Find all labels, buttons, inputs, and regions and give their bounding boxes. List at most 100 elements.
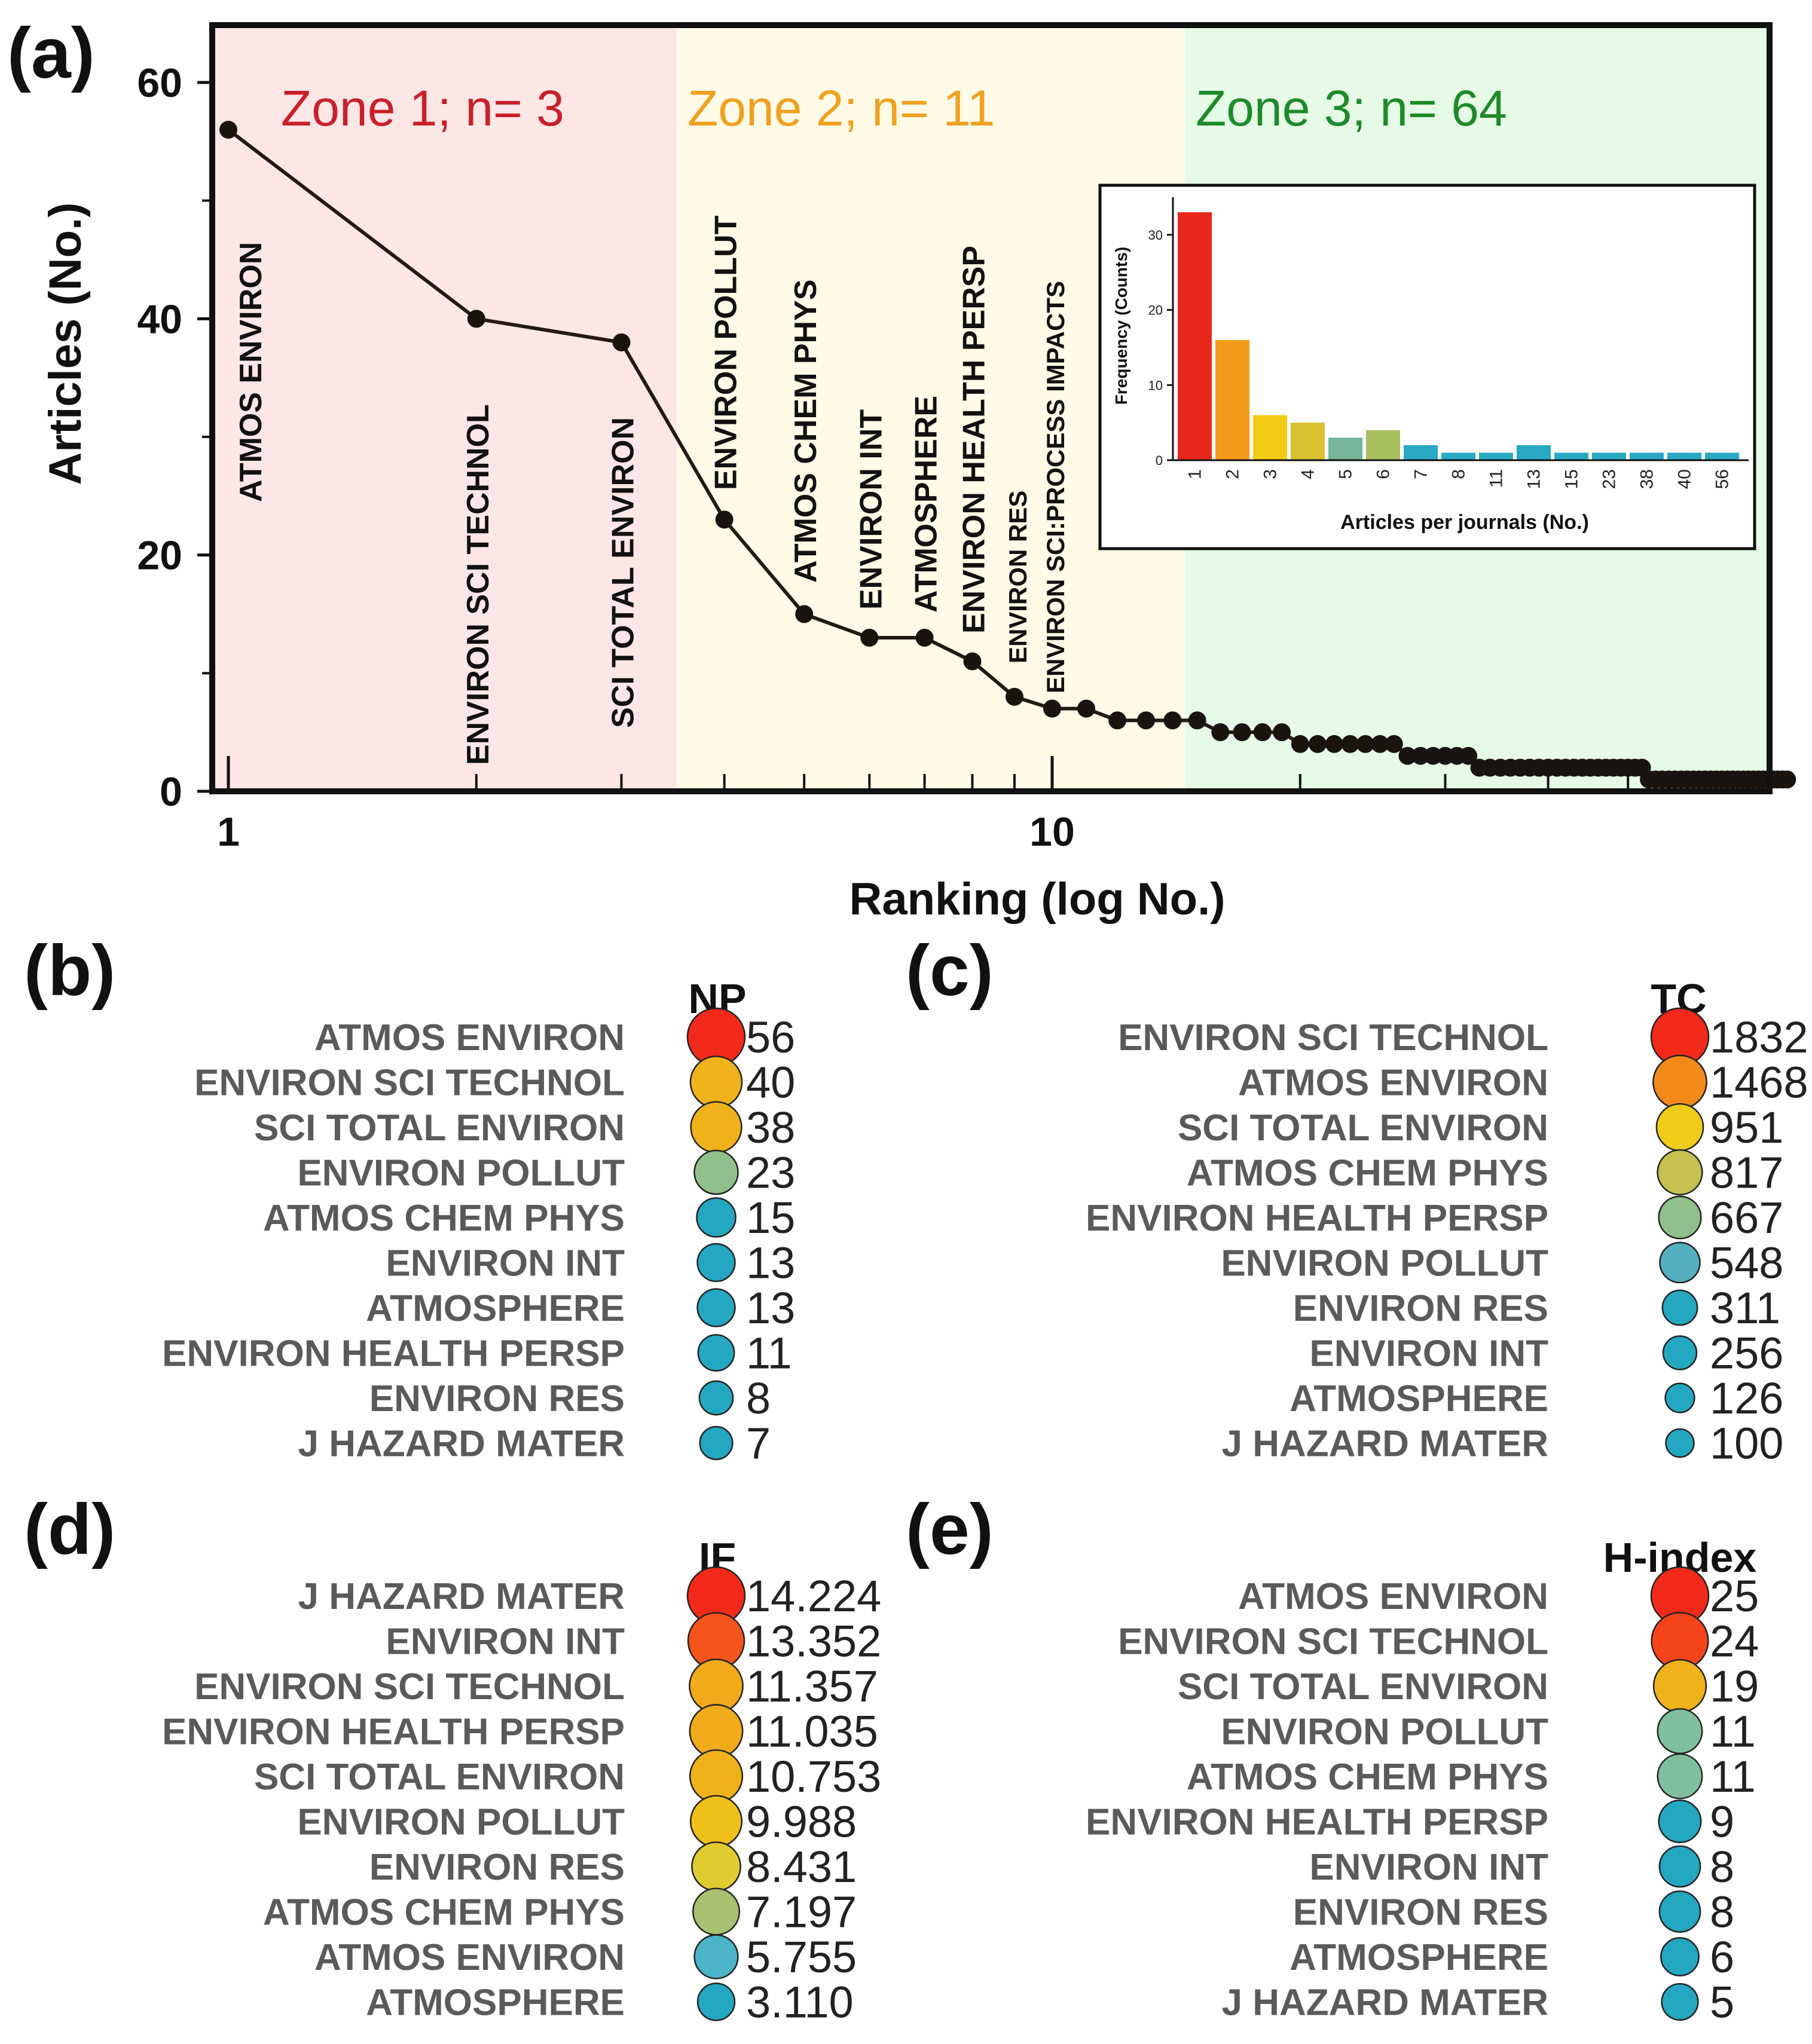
metric-value: 126 [1710, 1373, 1783, 1423]
metric-bubble [1662, 1335, 1698, 1370]
metric-value: 11 [746, 1329, 792, 1378]
inset-x-title: Articles per journals (No.) [1340, 511, 1589, 534]
annotation-5: ATMOS CHEM PHYS [789, 279, 823, 583]
metric-value: 5 [1710, 1978, 1734, 2027]
journal-label: ENVIRON POLLUT [297, 1802, 625, 1843]
data-point [1077, 699, 1096, 718]
metric-value: 817 [1710, 1148, 1783, 1198]
metric-value: 7 [746, 1419, 771, 1468]
x-axis-title: Ranking (log No.) [849, 874, 1225, 925]
journal-label: ATMOSPHERE [1290, 1378, 1548, 1419]
y-axis-title: Articles (No.) [40, 203, 91, 485]
metric-value: 24 [1710, 1617, 1759, 1666]
journal-label: ATMOSPHERE [1290, 1937, 1548, 1978]
inset-bar-15 [1554, 452, 1588, 460]
metric-value: 1468 [1710, 1058, 1808, 1107]
data-point [1233, 723, 1251, 742]
metric-value: 8 [1710, 1887, 1734, 1937]
journal-label: J HAZARD MATER [1222, 1424, 1549, 1465]
metric-bubble [699, 1425, 734, 1461]
metric-value: 7.197 [746, 1887, 857, 1937]
metric-value: 14.224 [746, 1571, 881, 1621]
journal-label: ENVIRON POLLUT [1221, 1243, 1548, 1284]
metric-value: 9 [1710, 1797, 1734, 1847]
data-point [1411, 746, 1430, 765]
metric-bubble [697, 1334, 735, 1372]
journal-label: SCI TOTAL ENVIRON [1178, 1666, 1548, 1708]
metric-bubble [690, 1101, 742, 1153]
metric-bubble [698, 1380, 734, 1416]
data-point [1188, 711, 1206, 730]
journal-label: ENVIRON RES [369, 1378, 625, 1419]
inset-bar-3 [1253, 415, 1287, 460]
metric-bubble [1655, 1103, 1704, 1152]
inset-y-tick-label: 10 [1148, 378, 1163, 393]
metric-value: 40 [746, 1058, 795, 1107]
metric-value: 9.988 [746, 1797, 857, 1847]
metric-value: 11.035 [746, 1707, 878, 1757]
inset-bar-13 [1517, 445, 1551, 460]
zone-1-label: Zone 1; n= 3 [281, 80, 564, 136]
data-point [1108, 711, 1127, 730]
zone-2-label: Zone 2; n= 11 [687, 80, 995, 136]
inset-x-tick-label: 11 [1487, 469, 1507, 488]
journal-label: ENVIRON INT [1309, 1847, 1548, 1888]
inset-x-tick-label: 4 [1298, 469, 1318, 479]
metric-value: 13 [746, 1238, 795, 1288]
data-point [1043, 699, 1061, 718]
journal-label: ATMOS ENVIRON [314, 1937, 625, 1978]
journal-label: ENVIRON HEALTH PERSP [1086, 1198, 1548, 1239]
journal-label: J HAZARD MATER [298, 1576, 625, 1617]
journal-label: ENVIRON INT [1309, 1333, 1548, 1375]
inset-y-tick-label: 0 [1156, 453, 1163, 468]
inset-x-tick-label: 56 [1713, 469, 1732, 489]
metric-value: 38 [746, 1103, 795, 1152]
data-point [1291, 735, 1309, 753]
metric-value: 8 [1710, 1842, 1734, 1892]
inset-x-tick-label: 13 [1524, 469, 1544, 489]
metric-value: 8.431 [746, 1842, 857, 1892]
x-tick-label: 1 [217, 809, 240, 855]
inset-bar-40 [1667, 452, 1701, 460]
metric-bubble [1652, 1054, 1707, 1110]
data-point [795, 605, 814, 623]
inset-bar-38 [1630, 452, 1664, 460]
y-tick-label: 40 [137, 296, 182, 342]
panel-d-label: (d) [24, 1489, 115, 1569]
inset-x-tick-label: 2 [1223, 469, 1243, 479]
inset-x-tick-label: 38 [1637, 469, 1657, 489]
metric-value: 8 [746, 1373, 771, 1423]
inset-x-tick-label: 40 [1675, 469, 1695, 489]
metric-bubble [1665, 1428, 1695, 1458]
metric-bubble [1658, 1845, 1701, 1888]
inset-bars [1178, 212, 1739, 460]
metric-value: 19 [1710, 1661, 1759, 1711]
data-point [1385, 735, 1403, 753]
journal-label: ENVIRON SCI TECHNOL [1118, 1017, 1548, 1058]
metric-value: 11 [1710, 1707, 1756, 1757]
journal-label: SCI TOTAL ENVIRON [254, 1107, 625, 1149]
data-point [1356, 735, 1374, 753]
metric-value: 25 [1710, 1571, 1759, 1621]
metric-bubble [1658, 1195, 1702, 1240]
inset-bar-7 [1404, 445, 1438, 460]
data-point [915, 629, 934, 647]
journal-label: ATMOS CHEM PHYS [1187, 1757, 1548, 1798]
journal-label: ENVIRON RES [1293, 1288, 1548, 1329]
journal-label: ENVIRON POLLUT [297, 1153, 625, 1194]
inset-x-tick-label: 3 [1261, 469, 1281, 479]
metric-bubble [689, 1749, 744, 1804]
metric-bubble [1652, 1659, 1707, 1713]
inset-bar-11 [1479, 452, 1513, 460]
y-tick-label: 20 [137, 533, 182, 579]
metric-value: 10.753 [746, 1752, 881, 1801]
zone-3-label: Zone 3; n= 64 [1196, 80, 1507, 136]
metric-value: 548 [1710, 1238, 1783, 1288]
inset-y-title: Frequency (Counts) [1112, 247, 1130, 405]
metric-value: 311 [1710, 1283, 1780, 1333]
inset-bar-2 [1215, 339, 1249, 460]
data-point [1398, 746, 1417, 765]
